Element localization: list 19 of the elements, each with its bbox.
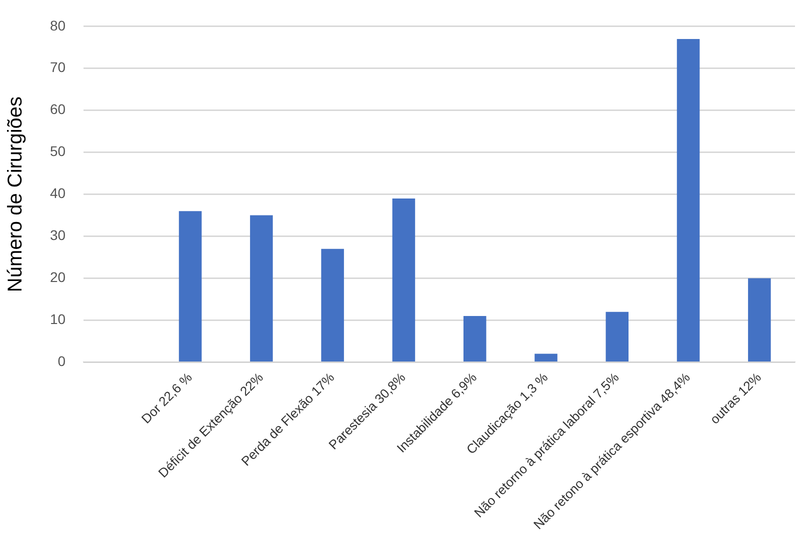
y-tick-label: 10	[50, 311, 66, 328]
bar	[463, 316, 486, 362]
y-tick-label: 30	[50, 227, 66, 244]
bar	[178, 211, 202, 362]
y-tick-label: 70	[50, 59, 66, 76]
bar	[534, 354, 558, 362]
y-tick-label: 20	[50, 269, 66, 286]
y-axis-title: Número de Cirurgiões	[4, 96, 27, 292]
bar	[392, 198, 416, 362]
bar	[676, 38, 700, 362]
bar	[748, 278, 771, 362]
y-tick-label: 50	[50, 143, 66, 160]
bar	[321, 248, 344, 362]
y-tick-label: 80	[50, 17, 66, 34]
y-tick-label: 60	[50, 101, 66, 118]
y-tick-label: 0	[58, 353, 66, 370]
y-tick-label: 40	[50, 185, 66, 202]
bar	[250, 215, 273, 362]
bar	[606, 312, 629, 362]
